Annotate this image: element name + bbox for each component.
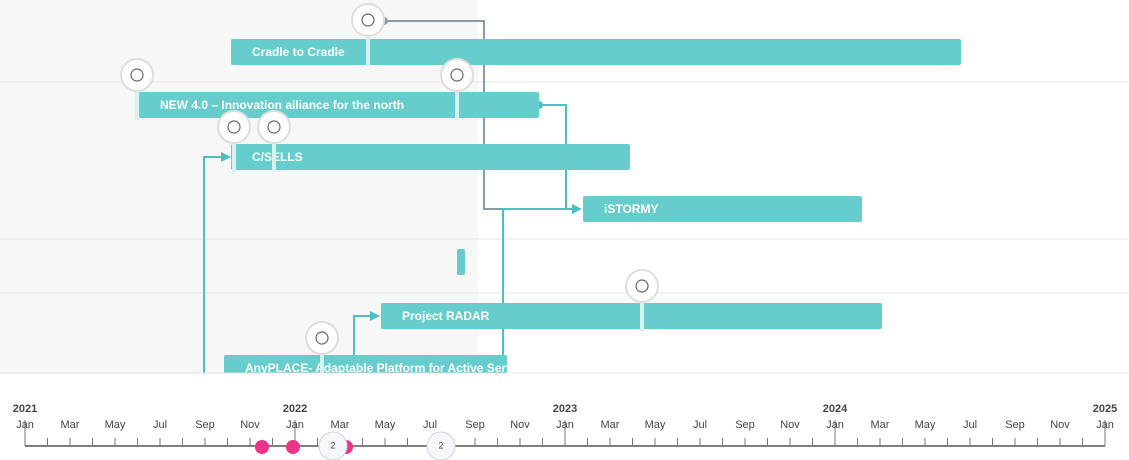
month-label: Sep <box>465 419 485 431</box>
month-label: Jul <box>693 419 707 431</box>
task-bar <box>583 196 862 222</box>
task-label: C/SELLS <box>252 150 303 164</box>
task-label: Project RADAR <box>402 309 490 323</box>
connector <box>353 315 371 373</box>
month-label: Jul <box>423 419 437 431</box>
milestone-icon <box>217 110 251 144</box>
month-label: Jan <box>826 419 844 431</box>
task-label: iSTORMY <box>604 202 658 216</box>
cluster-count: 2 <box>330 440 335 450</box>
event-cluster <box>426 431 456 460</box>
month-label: Nov <box>510 419 530 431</box>
year-label: 2022 <box>283 403 307 415</box>
icon-glyph <box>361 13 375 27</box>
year-label: 2021 <box>13 403 37 415</box>
connector <box>203 156 222 373</box>
task-label: Cradle to Cradle <box>252 45 345 59</box>
arrow-head <box>572 204 582 214</box>
month-label: May <box>645 419 666 431</box>
milestone-icon <box>120 58 154 92</box>
month-label: May <box>375 419 396 431</box>
year-label: 2023 <box>553 403 577 415</box>
month-label: May <box>915 419 936 431</box>
timeline-bg <box>0 373 1129 460</box>
task-label: NEW 4.0 – Innovation alliance for the no… <box>160 98 404 112</box>
month-label: Sep <box>195 419 215 431</box>
event-dot <box>255 440 269 454</box>
icon-glyph <box>130 68 144 82</box>
milestone-icon <box>440 58 474 92</box>
icon-glyph <box>450 68 464 82</box>
month-label: Sep <box>735 419 755 431</box>
milestone-icon <box>305 321 339 355</box>
month-label: Nov <box>240 419 260 431</box>
month-label: Sep <box>1005 419 1025 431</box>
task-bar <box>457 249 465 275</box>
arrow-head <box>221 152 231 162</box>
milestone-icon <box>625 269 659 303</box>
month-label: Jan <box>1096 419 1114 431</box>
month-label: Jan <box>286 419 304 431</box>
icon-glyph <box>227 120 241 134</box>
month-label: Mar <box>61 419 80 431</box>
task-bar <box>381 303 882 329</box>
year-label: 2025 <box>1093 403 1117 415</box>
month-label: Jul <box>963 419 977 431</box>
event-dot <box>286 440 300 454</box>
task-bar <box>231 144 630 170</box>
month-label: Nov <box>1050 419 1070 431</box>
month-label: May <box>105 419 126 431</box>
milestone-icon <box>257 110 291 144</box>
month-label: Mar <box>331 419 350 431</box>
task-label: AnyPLACE- Adaptable Platform for Active … <box>245 361 537 375</box>
month-label: Mar <box>601 419 620 431</box>
month-label: Nov <box>780 419 800 431</box>
arrow-head <box>370 311 380 321</box>
month-label: Jul <box>153 419 167 431</box>
event-cluster <box>318 431 348 460</box>
milestone-icon <box>351 3 385 37</box>
month-label: Jan <box>556 419 574 431</box>
month-label: Jan <box>16 419 34 431</box>
task-bar <box>231 39 961 65</box>
year-label: 2024 <box>823 403 848 415</box>
icon-glyph <box>315 331 329 345</box>
month-label: Mar <box>871 419 890 431</box>
icon-glyph <box>635 279 649 293</box>
icon-glyph <box>267 120 281 134</box>
cluster-count: 2 <box>438 440 443 450</box>
